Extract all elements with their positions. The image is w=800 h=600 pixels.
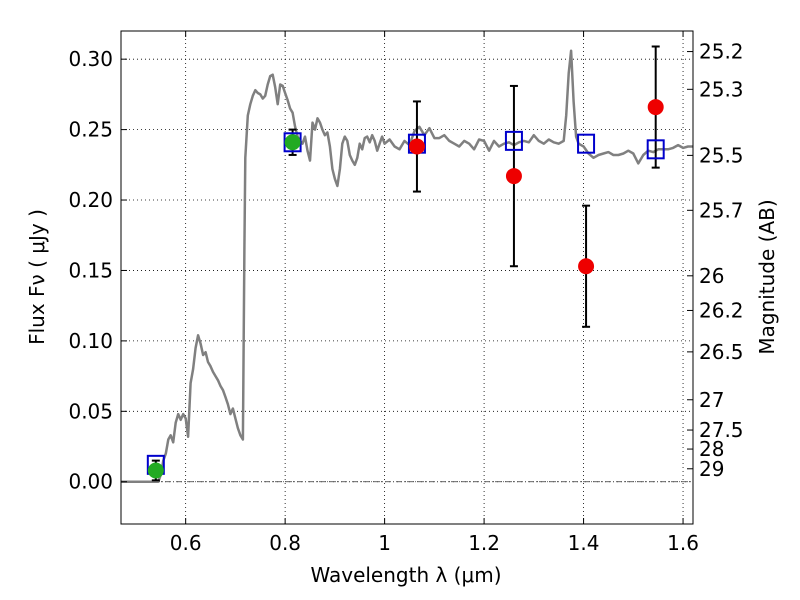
x-axis-ticks: 0.6 0.8 1 1.2 1.4 1.6 — [170, 31, 699, 555]
y-tick-label: 0.05 — [68, 399, 113, 423]
detection-point — [647, 99, 664, 116]
y-tick-label: 0.15 — [68, 258, 113, 282]
y-tick-label: 0.30 — [68, 47, 113, 71]
y-axis-ticks: 0.00 0.05 0.10 0.15 0.20 0.25 0.30 — [68, 47, 127, 494]
y-tick-label: 0.25 — [68, 118, 113, 142]
detection-series — [147, 99, 664, 479]
magnitude-tick-label: 25.7 — [699, 198, 744, 222]
magnitude-tick-label: 25.3 — [699, 77, 744, 101]
grid-lines — [121, 31, 693, 524]
magnitude-tick-label: 26.5 — [699, 340, 744, 364]
x-tick-label: 1 — [378, 531, 391, 555]
model-photometry-point — [577, 133, 596, 154]
magnitude-axis-label: Magnitude (AB) — [755, 199, 779, 354]
x-tick-label: 0.6 — [170, 531, 202, 555]
x-tick-label: 1.2 — [468, 531, 500, 555]
y-tick-label: 0.00 — [68, 470, 113, 494]
magnitude-tick-label: 27 — [699, 388, 724, 412]
x-tick-label: 0.8 — [269, 531, 301, 555]
magnitude-tick-label: 27.5 — [699, 418, 744, 442]
detection-point — [147, 462, 164, 479]
model-spectrum-series — [121, 49, 693, 483]
magnitude-tick-label: 29 — [699, 457, 724, 481]
magnitude-tick-label: 28 — [699, 437, 724, 461]
detection-point — [408, 138, 425, 155]
magnitude-tick-label: 26.2 — [699, 298, 744, 322]
detection-point — [284, 134, 301, 151]
plot-frame — [120, 30, 694, 525]
y-tick-label: 0.20 — [68, 188, 113, 212]
magnitude-tick-label: 25.5 — [699, 143, 744, 167]
detection-point — [505, 168, 522, 185]
x-axis-label: Wavelength λ (μm) — [310, 563, 501, 587]
x-tick-label: 1.4 — [568, 531, 600, 555]
y-axis-label: Flux Fν ( μJy ) — [25, 209, 49, 345]
model-photometry-point — [646, 139, 665, 160]
x-tick-label: 1.6 — [667, 531, 699, 555]
model-photometry-point — [504, 130, 523, 151]
spectrum-line — [121, 49, 693, 483]
y-tick-label: 0.10 — [68, 329, 113, 353]
magnitude-tick-label: 26 — [699, 264, 724, 288]
detection-point — [578, 258, 595, 275]
magnitude-tick-label: 25.2 — [699, 40, 744, 64]
